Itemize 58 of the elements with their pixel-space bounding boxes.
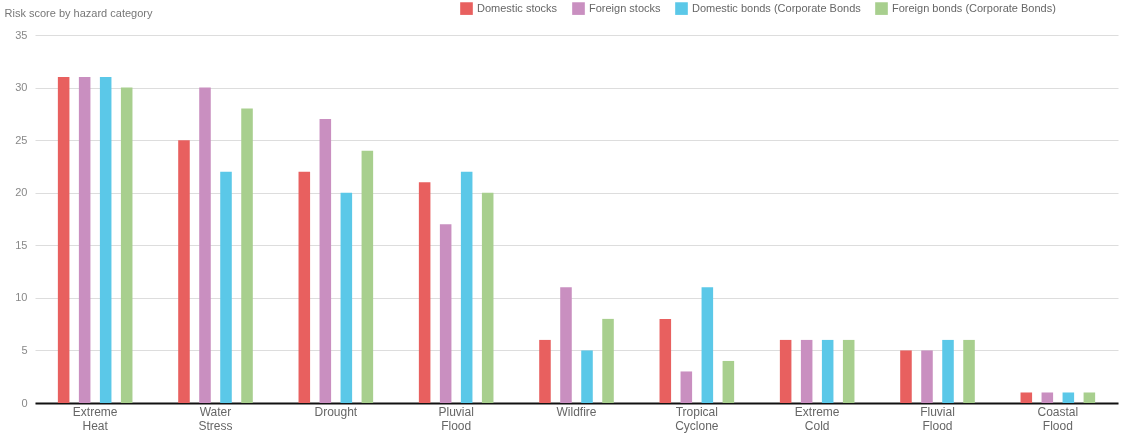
y-tick-label: 5 <box>21 343 28 356</box>
x-tick-label: Water Stress <box>198 404 233 433</box>
bar <box>120 87 133 403</box>
bar <box>241 108 253 403</box>
legend-label: Domestic stocks <box>477 1 558 14</box>
bar <box>1083 392 1096 403</box>
bar <box>1062 392 1075 403</box>
bar <box>659 318 672 403</box>
bar <box>560 287 572 403</box>
bar <box>602 318 614 403</box>
bar <box>539 339 551 403</box>
y-axis-title: Risk score by hazard category <box>4 6 153 19</box>
bar <box>701 287 714 403</box>
bar <box>178 140 190 403</box>
bar <box>298 171 311 403</box>
y-tick-label: 25 <box>15 133 28 146</box>
bar <box>779 339 792 403</box>
bar <box>1020 392 1033 403</box>
bar <box>722 360 735 403</box>
bar <box>481 192 494 403</box>
bar <box>821 339 834 403</box>
bar <box>921 350 933 403</box>
bar <box>361 150 374 403</box>
bar <box>900 350 912 403</box>
bar <box>199 87 211 403</box>
x-tick-label: Pluvial Flood <box>438 404 474 433</box>
y-tick-label: 35 <box>15 28 28 41</box>
bar <box>57 77 70 403</box>
bar <box>460 171 473 403</box>
x-tick-label: Drought <box>314 404 358 419</box>
x-tick-label: Tropical Cyclone <box>675 404 719 433</box>
bar <box>800 339 813 403</box>
bar <box>78 77 91 403</box>
y-tick-label: 30 <box>15 81 28 94</box>
bar <box>680 371 693 403</box>
x-tick-label: Extreme Cold <box>794 404 840 433</box>
y-tick-label: 20 <box>15 186 28 199</box>
x-tick-label: Fluvial Flood <box>920 404 955 433</box>
legend-label: Foreign bonds (Corporate Bonds) <box>892 1 1056 14</box>
bar <box>220 171 232 403</box>
y-tick-label: 10 <box>15 291 28 304</box>
bar <box>418 182 431 403</box>
bar <box>439 224 452 403</box>
bar <box>99 77 112 403</box>
bar <box>581 350 593 403</box>
x-tick-label: Wildfire <box>556 404 597 419</box>
bar <box>1041 392 1054 403</box>
legend-label: Foreign stocks <box>589 1 662 14</box>
x-tick-label: Extreme Heat <box>72 404 118 433</box>
bar <box>319 119 332 403</box>
legend-label: Domestic bonds (Corporate Bonds <box>692 1 862 14</box>
x-tick-label: Coastal Flood <box>1037 404 1079 433</box>
bar <box>963 339 975 403</box>
bar <box>942 339 954 403</box>
bar <box>340 192 353 403</box>
y-tick-label: 15 <box>15 238 28 251</box>
bar <box>842 339 855 403</box>
y-tick-label: 0 <box>21 396 28 409</box>
